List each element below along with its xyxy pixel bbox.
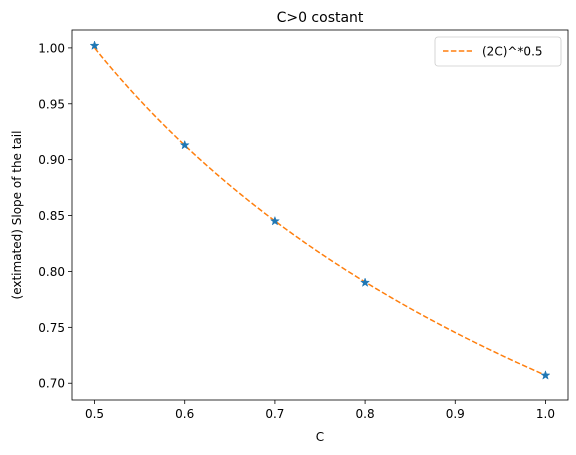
x-axis-label: C [316,430,324,444]
data-point [540,370,551,380]
data-point [179,139,190,150]
chart-title: C>0 costant [277,10,364,26]
y-axis: 0.70 0.75 0.80 0.85 0.90 0.95 1.00 [38,41,72,391]
x-tick-label: 0.6 [175,407,194,421]
y-tick-label: 0.95 [38,97,65,111]
data-point [89,40,100,50]
data-point [360,277,371,287]
x-tick-label: 0.8 [356,407,375,421]
y-tick-label: 0.90 [38,153,65,167]
x-tick-label: 0.9 [446,407,465,421]
plot-area [89,40,551,380]
x-axis: 0.5 0.6 0.7 0.8 0.9 1.0 [85,400,555,421]
x-tick-label: 0.5 [85,407,104,421]
y-tick-label: 1.00 [38,41,65,55]
x-tick-label: 0.7 [265,407,284,421]
y-tick-label: 0.70 [38,377,65,391]
legend: (2C)^*0.5 [434,36,562,67]
y-tick-label: 0.75 [38,321,65,335]
y-tick-label: 0.80 [38,265,65,279]
fit-line [93,47,546,376]
data-point [269,215,280,226]
legend-box [434,36,562,67]
plot-frame [71,29,569,401]
x-tick-label: 1.0 [536,407,555,421]
legend-label: (2C)^*0.5 [482,45,543,59]
y-tick-label: 0.85 [38,209,65,223]
y-axis-label: (extimated) Slope of the tail [10,131,24,300]
